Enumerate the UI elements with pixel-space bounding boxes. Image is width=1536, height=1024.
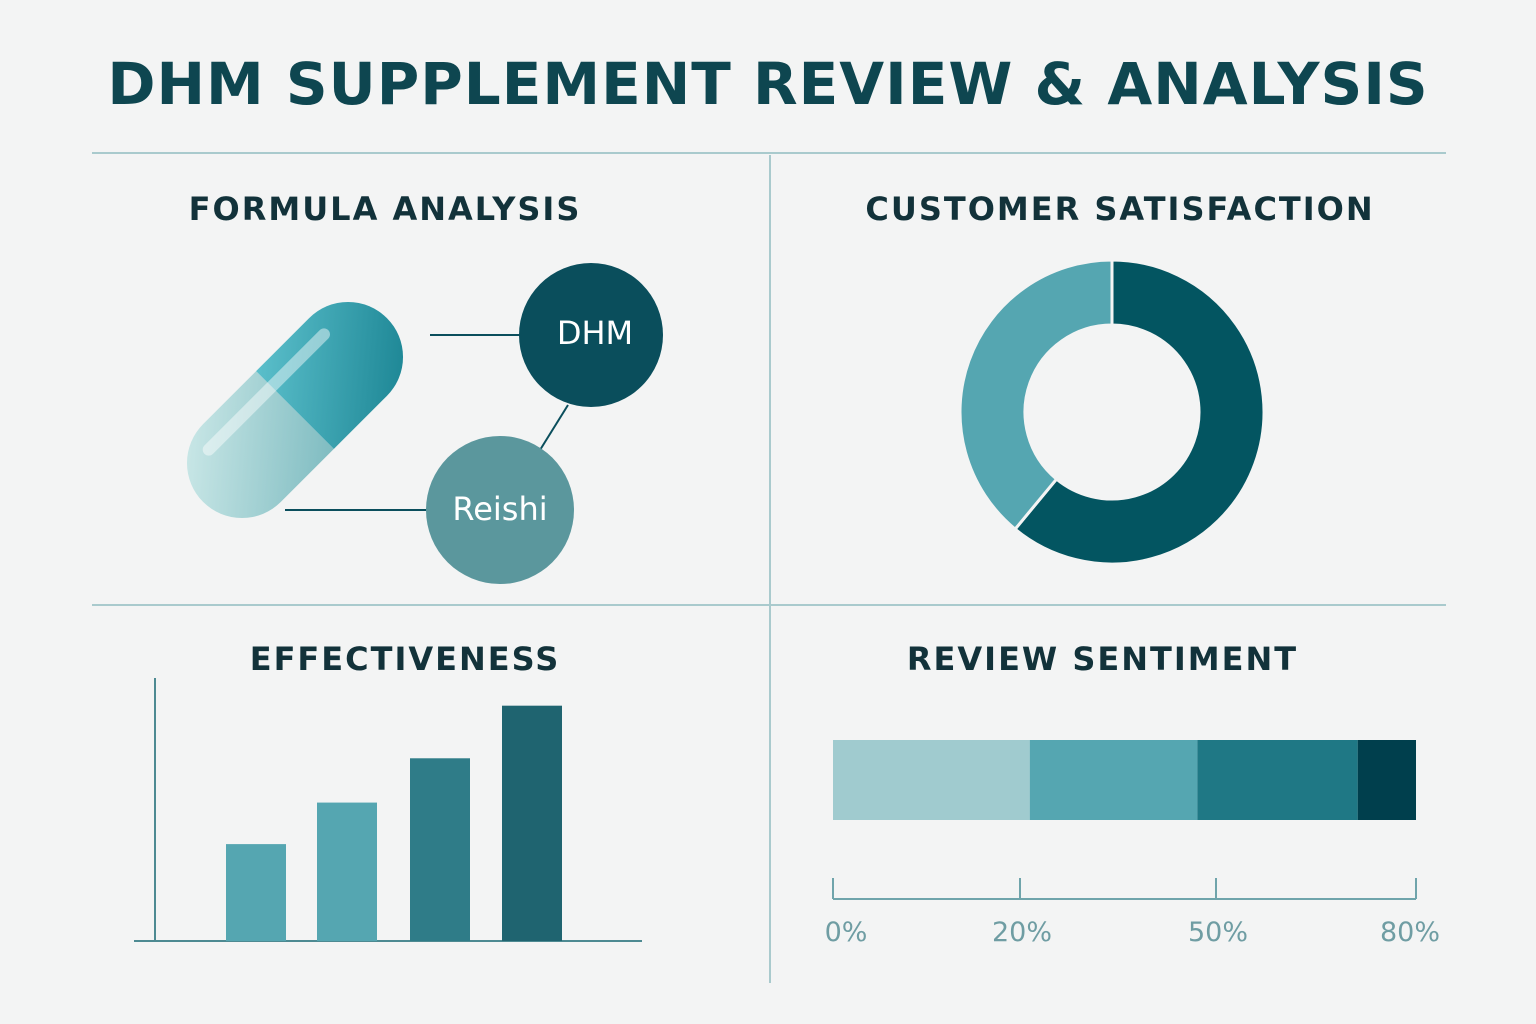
effectiveness-bar-1 [317, 802, 377, 941]
satisfaction-panel-title: CUSTOMER SATISFACTION [865, 190, 1375, 228]
scale-tick-label-3: 80% [1380, 917, 1440, 948]
connector-dhm-reishi [539, 404, 569, 451]
donut-slice-1 [958, 258, 1114, 532]
effectiveness-panel-title: EFFECTIVENESS [249, 640, 561, 678]
effectiveness-bar-2 [410, 758, 470, 941]
reishi-node-label: Reishi [452, 490, 547, 528]
sentiment-segment-1 [1029, 740, 1198, 820]
top-divider [92, 152, 1446, 154]
formula-panel-title: FORMULA ANALYSIS [188, 190, 582, 228]
donut-slice-0 [1012, 258, 1266, 566]
reishi-node [426, 436, 574, 584]
capsule-icon [186, 301, 404, 519]
effectiveness-bar-3 [502, 705, 562, 941]
sentiment-segment-3 [1357, 740, 1416, 820]
dhm-node-label: DHM [557, 314, 633, 352]
scale-tick-label-1: 20% [992, 917, 1052, 948]
scale-tick-label-2: 50% [1188, 917, 1248, 948]
sentiment-panel-title: REVIEW SENTIMENT [906, 640, 1299, 678]
sentiment-segment-2 [1197, 740, 1358, 820]
page-title: DHM SUPPLEMENT REVIEW & ANALYSIS [107, 50, 1429, 118]
center-divider [769, 155, 771, 983]
scale-tick-label-0: 0% [825, 917, 868, 948]
dhm-node [519, 263, 663, 407]
effectiveness-bar-0 [226, 844, 286, 941]
sentiment-segment-0 [833, 740, 1030, 820]
